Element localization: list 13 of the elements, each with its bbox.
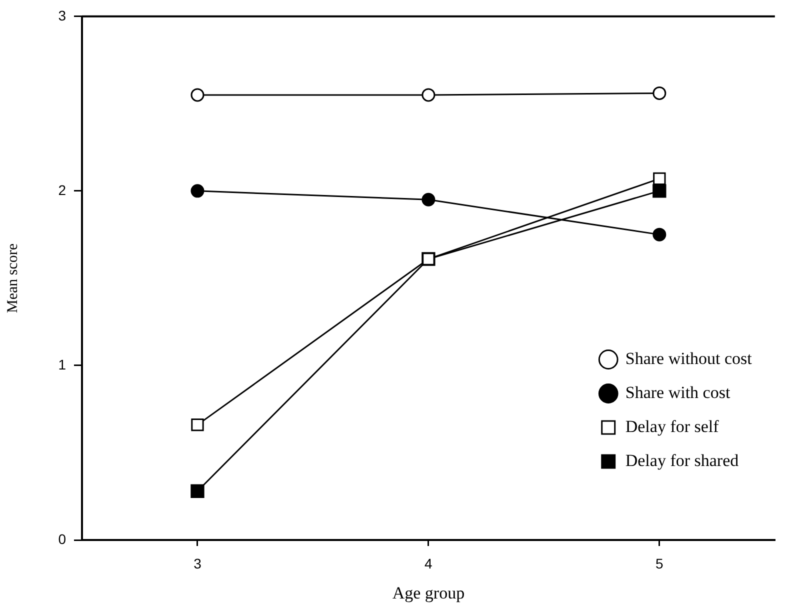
legend-label: Share with cost — [625, 382, 730, 402]
x-axis-title: Age group — [392, 583, 465, 602]
x-tick-label: 5 — [656, 555, 664, 572]
x-tick-label: 3 — [194, 555, 202, 572]
legend-label: Share without cost — [625, 348, 752, 368]
legend-label: Delay for self — [625, 416, 720, 436]
y-tick-label: 2 — [58, 182, 66, 198]
y-tick-label: 0 — [58, 530, 66, 547]
legend-label: Delay for shared — [625, 450, 740, 470]
x-tick-label: 4 — [424, 555, 433, 572]
y-tick-label: 3 — [58, 7, 66, 24]
y-tick-label: 1 — [58, 356, 66, 372]
y-axis-title: Mean score — [4, 243, 21, 313]
